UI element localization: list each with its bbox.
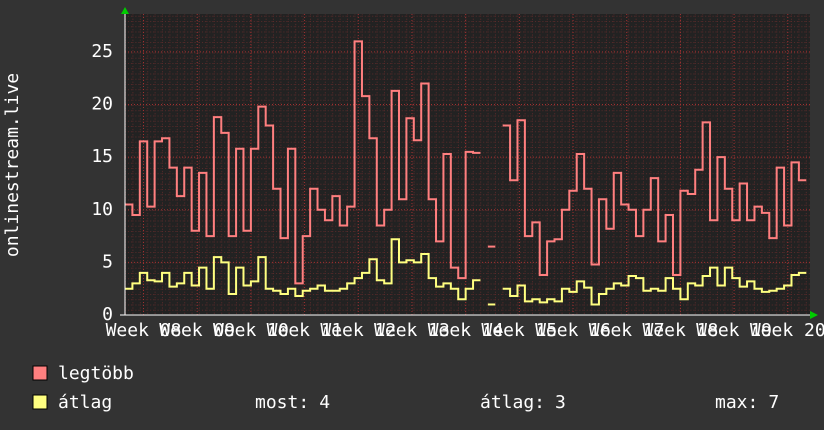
x-tick-label: Week 20 — [750, 320, 824, 341]
stat-label: most: — [255, 392, 309, 413]
minor-grid — [125, 14, 810, 315]
series-line — [125, 40, 481, 285]
x-tick-label: Week 11 — [267, 320, 343, 341]
x-tick-label: Week 15 — [481, 320, 557, 341]
x-tick-label: Week 09 — [159, 320, 235, 341]
y-tick-label: 20 — [91, 94, 113, 115]
axis-arrow — [121, 7, 129, 14]
legend-label: átlag — [58, 392, 112, 413]
y-tick-label: 0 — [102, 304, 113, 325]
x-tick-label: Week 18 — [642, 320, 718, 341]
stat-value: 3 — [555, 392, 566, 413]
series-line — [125, 238, 481, 301]
stat-label: átlag: — [480, 392, 545, 413]
y-tick-label: 10 — [91, 199, 113, 220]
legend-swatch — [32, 394, 48, 410]
x-tick-label: Week 13 — [374, 320, 450, 341]
y-tick-label: 15 — [91, 146, 113, 167]
y-tick-label: 25 — [91, 41, 113, 62]
stat: átlag: 3 — [480, 392, 566, 413]
x-tick-label: Week 16 — [535, 320, 611, 341]
x-tick-label: Week 08 — [106, 320, 182, 341]
axis-arrow — [810, 311, 818, 319]
x-tick-label: Week 12 — [320, 320, 396, 341]
stat-value: 7 — [768, 392, 779, 413]
stat: most: 4 — [255, 392, 330, 413]
x-tick-label: Week 19 — [696, 320, 772, 341]
y-tick-label: 5 — [102, 251, 113, 272]
legend-label: legtöbb — [58, 363, 134, 384]
x-tick-label: Week 10 — [213, 320, 289, 341]
stat-label: max: — [715, 392, 758, 413]
legend-swatch — [32, 365, 48, 381]
x-tick-label: Week 17 — [589, 320, 665, 341]
stat: max: 7 — [715, 392, 779, 413]
series-line — [502, 266, 807, 306]
stat-value: 4 — [319, 392, 330, 413]
y-axis-label: onlinestream.live — [2, 73, 23, 257]
x-tick-label: Week 14 — [428, 320, 504, 341]
series-line — [502, 119, 807, 277]
